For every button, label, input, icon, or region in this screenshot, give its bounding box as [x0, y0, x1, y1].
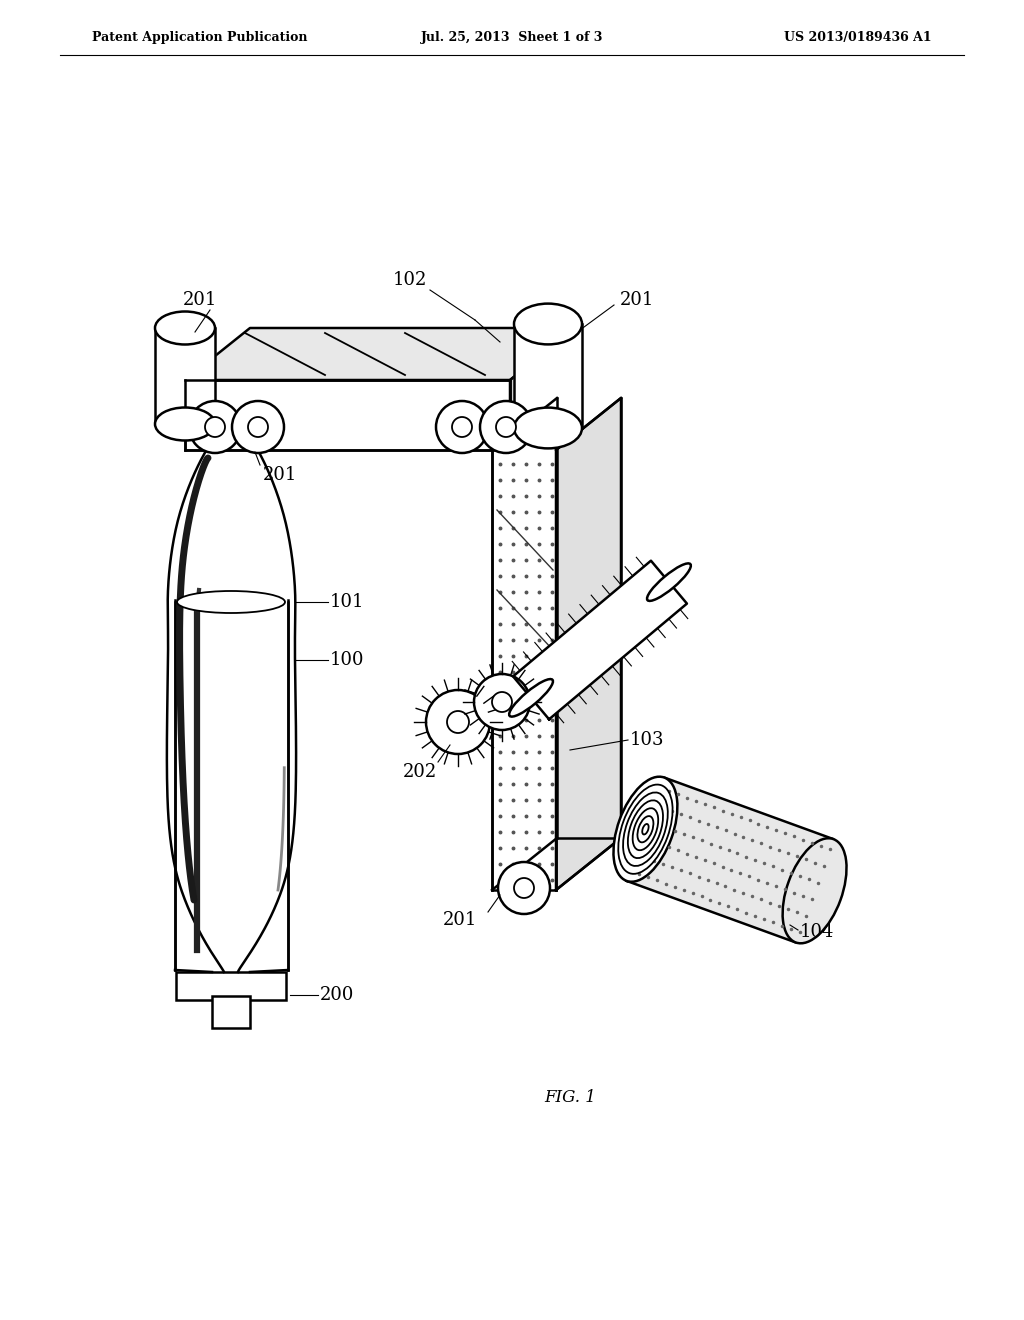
Polygon shape: [627, 777, 834, 942]
Polygon shape: [175, 602, 288, 972]
Circle shape: [474, 675, 530, 730]
Ellipse shape: [514, 304, 582, 345]
Polygon shape: [556, 399, 621, 890]
Ellipse shape: [509, 678, 553, 717]
Bar: [185, 380, 510, 450]
Polygon shape: [185, 327, 575, 380]
Polygon shape: [513, 561, 687, 719]
Text: 104: 104: [800, 923, 835, 941]
Text: 201: 201: [183, 290, 217, 309]
Text: 201: 201: [620, 290, 654, 309]
Circle shape: [189, 401, 241, 453]
Ellipse shape: [623, 792, 668, 866]
Text: 201: 201: [263, 466, 297, 484]
Ellipse shape: [642, 824, 648, 834]
Bar: [176, 972, 286, 1001]
Ellipse shape: [628, 800, 663, 858]
Circle shape: [480, 401, 532, 453]
Polygon shape: [155, 327, 215, 424]
Ellipse shape: [177, 591, 285, 612]
Circle shape: [205, 417, 225, 437]
Circle shape: [248, 417, 268, 437]
Bar: [212, 997, 250, 1028]
Text: 102: 102: [393, 271, 427, 289]
Text: 200: 200: [319, 986, 354, 1005]
Ellipse shape: [782, 838, 847, 944]
Text: FIG. 1: FIG. 1: [544, 1089, 596, 1106]
Circle shape: [447, 711, 469, 733]
Ellipse shape: [155, 408, 215, 441]
Circle shape: [426, 690, 490, 754]
Circle shape: [232, 401, 284, 453]
Ellipse shape: [155, 312, 215, 345]
Ellipse shape: [633, 808, 658, 850]
Text: US 2013/0189436 A1: US 2013/0189436 A1: [784, 32, 932, 45]
Text: Jul. 25, 2013  Sheet 1 of 3: Jul. 25, 2013 Sheet 1 of 3: [421, 32, 603, 45]
Ellipse shape: [647, 564, 691, 601]
Polygon shape: [514, 323, 582, 428]
Text: Patent Application Publication: Patent Application Publication: [92, 32, 307, 45]
Ellipse shape: [618, 784, 673, 874]
Polygon shape: [167, 438, 296, 972]
Text: 103: 103: [630, 731, 665, 748]
Text: 100: 100: [330, 651, 365, 669]
Ellipse shape: [613, 776, 678, 882]
Text: 101: 101: [330, 593, 365, 611]
Text: 202: 202: [402, 763, 437, 781]
Circle shape: [498, 862, 550, 913]
Polygon shape: [510, 327, 575, 450]
Ellipse shape: [637, 816, 653, 842]
Circle shape: [514, 878, 534, 898]
Text: 201: 201: [442, 911, 477, 929]
Ellipse shape: [514, 408, 582, 449]
Circle shape: [452, 417, 472, 437]
Circle shape: [492, 692, 512, 711]
Circle shape: [436, 401, 488, 453]
Polygon shape: [492, 450, 556, 890]
Circle shape: [496, 417, 516, 437]
